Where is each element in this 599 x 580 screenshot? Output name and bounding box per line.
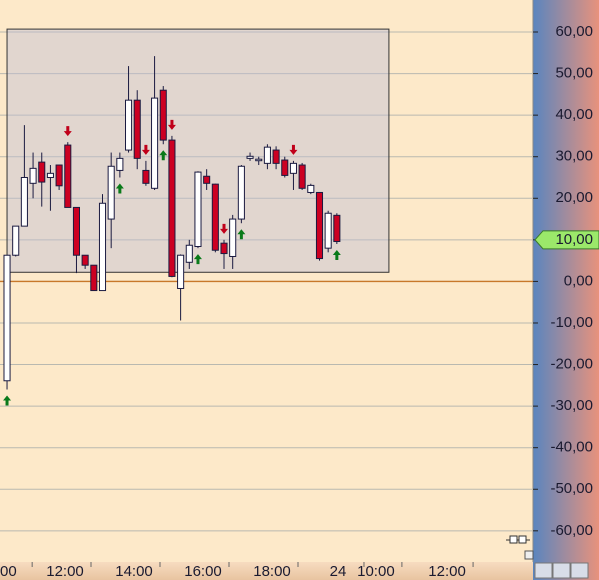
candle-body [159,89,167,141]
y-tick-label: -10,00 [550,314,593,331]
candle-body [272,149,280,164]
candle-body [229,218,237,257]
candle-body [20,176,28,227]
candle-body [315,191,324,260]
sell-arrow [289,144,298,155]
sell-arrow [220,223,229,234]
candle-body [194,171,202,247]
y-tick-label: 50,00 [555,65,593,82]
y-tick-label: 40,00 [555,106,593,123]
sell-arrow [167,119,176,130]
x-tick-label: 10:00 [357,563,395,580]
y-tick-label: -20,00 [550,356,593,373]
candle-body [263,146,271,164]
x-tick-label: 24 [330,563,347,580]
y-tick-label: -30,00 [550,397,593,414]
sell-arrow [63,126,72,137]
candle-body [185,244,193,263]
candle-body [237,165,245,220]
candle-body [281,159,289,176]
buy-arrow [115,183,124,194]
resize-handle[interactable] [524,550,534,560]
candle-body [55,164,63,187]
x-tick-label: 18:00 [253,563,291,580]
candle-body [38,161,46,183]
x-tick-label: 12:00 [46,563,84,580]
y-tick-label: 30,00 [555,148,593,165]
x-axis-panel [0,562,533,580]
y-tick-label: 0,00 [564,272,593,289]
candle-body [12,225,20,256]
plot [0,28,533,532]
candle-body [220,242,228,255]
y-tick-label: -60,00 [550,522,593,539]
toolbar-icon[interactable] [506,535,530,544]
buy-arrow [237,229,246,240]
candle-body [133,99,141,159]
candle-body [289,162,297,174]
buy-arrow [3,395,12,406]
last-price-marker [534,230,599,250]
candle-body [81,254,89,266]
candle-body [151,97,159,189]
candle-body [90,264,98,292]
candle-body [64,144,72,208]
candle-body [107,165,115,220]
y-tick-label: 60,00 [555,23,593,40]
zoom-buttons[interactable] [534,562,589,579]
y-tick-label: -40,00 [550,439,593,456]
candle-body [203,175,211,184]
candle-body [46,172,54,178]
candle-body [29,167,37,184]
buy-arrow [332,250,341,261]
x-tick-label: 14:00 [115,563,153,580]
candle-body [177,254,185,289]
x-tick-label: 12:00 [428,563,466,580]
candle-body [324,212,332,249]
last-price-label: 10,00 [555,231,593,248]
candle-body [333,214,341,243]
candle-body [211,183,219,251]
y-tick-label: 20,00 [555,189,593,206]
x-tick-label: 00 [0,563,17,580]
buy-arrow [159,150,168,161]
candle-body [3,254,11,382]
buy-arrow [193,254,202,265]
sell-arrow [141,144,150,155]
candle-body [125,99,133,151]
candle-body [72,206,81,256]
candle-body [98,202,107,292]
axes: 60,00 50,00 40,00 30,00 20,00 10,00 0,00 -10,00… [0,23,599,580]
x-tick-label: 16:00 [184,563,222,580]
candle-body [168,139,176,277]
y-tick-label: -50,00 [550,480,593,497]
candle-body [116,157,124,171]
candle-body [307,184,315,193]
candle-body [142,169,150,184]
candle-body [246,155,254,159]
y-axis-panel [533,0,599,580]
candle-body [298,164,306,189]
candle-body [255,158,263,162]
